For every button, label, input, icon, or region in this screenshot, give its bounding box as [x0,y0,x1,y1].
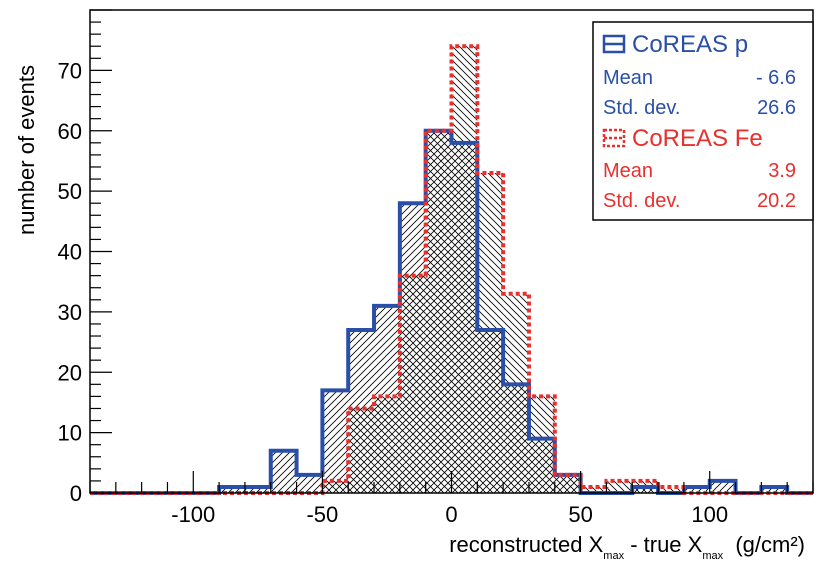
bar-fill-p-5 [219,486,245,493]
legend-p-std-label: Std. dev. [603,97,680,119]
y-tick-label-60: 60 [58,119,82,144]
bar-fill-fe-13 [425,130,452,493]
legend-label-fe: CoREAS Fe [632,125,763,152]
y-tick-label-0: 0 [70,481,82,506]
y-tick-label-50: 50 [58,179,82,204]
y-tick-label-70: 70 [58,58,82,83]
x-axis-label: reconstructed Xmax - true Xmax (g/cm²) [449,532,805,562]
bar-fill-p-26 [761,486,788,493]
x-tick-label-0: 0 [445,502,457,527]
bar-fill-fe-10 [348,408,375,493]
x-label-sub-1: max [603,550,624,562]
x-label-part-b: - true X [624,532,703,557]
y-tick-label-20: 20 [58,360,82,385]
bar-fill-fe-22 [658,486,684,493]
legend-p-std-value: 26.6 [757,97,796,119]
series-outline-p [90,128,813,495]
bar-fill-fe-20 [606,480,633,493]
bar-fill-p-24 [709,480,736,493]
bar-fill-p-6 [244,486,271,493]
x-tick-label--100: -100 [171,502,215,527]
legend-fe-std-value: 20.2 [757,190,796,212]
legend-swatch-fe [602,128,626,148]
legend-fe-mean-value: 3.9 [768,160,796,182]
x-tick-label-100: 100 [691,502,728,527]
series-outline-fe [90,44,813,495]
histogram-outlines [90,44,813,495]
histogram-fills [219,46,788,493]
bar-fill-fe-9 [322,480,349,493]
y-tick-label-10: 10 [58,421,82,446]
bar-fill-fe-16 [503,293,529,493]
legend-label-p: CoREAS p [632,31,748,58]
legend-fe-mean-label: Mean [603,160,653,182]
bar-fill-fe-19 [580,486,607,493]
bar-fill-p-8 [296,474,323,493]
bar-fill-fe-15 [477,173,504,493]
bar-fill-p-9 [322,390,349,493]
y-tick-label-30: 30 [58,300,82,325]
x-tick-label--50: -50 [306,502,338,527]
legend-p-mean-label: Mean [603,67,653,89]
y-axis-label: number of events [14,65,39,235]
bar-fill-p-23 [683,486,710,493]
y-tick-label-40: 40 [58,240,82,265]
legend: CoREAS p Mean - 6.6 Std. dev. 26.6 CoREA… [592,21,814,221]
legend-fe-std-label: Std. dev. [603,190,680,212]
x-tick-label-50: 50 [568,502,592,527]
bar-fill-fe-17 [528,396,555,493]
bar-fill-fe-18 [554,474,581,493]
bar-fill-fe-14 [451,46,478,493]
x-label-sub-2: max [702,550,723,562]
legend-p-mean-value: - 6.6 [756,67,796,89]
bar-fill-p-7 [270,450,297,493]
x-label-part-c: (g/cm²) [723,532,805,557]
bar-fill-fe-11 [374,396,400,493]
axes: 0 10 20 30 40 50 60 70 -100 -50 0 50 100 [58,9,814,527]
x-label-part-a: reconstructed X [449,532,603,557]
bar-fill-fe-12 [399,275,426,493]
legend-box [592,21,814,221]
